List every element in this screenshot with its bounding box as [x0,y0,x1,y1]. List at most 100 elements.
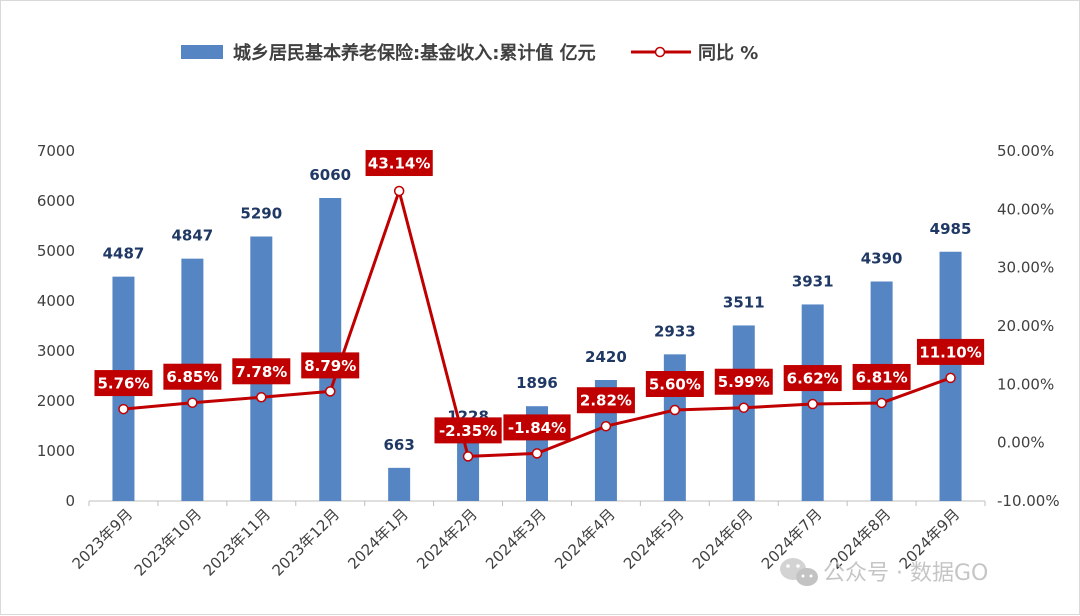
pct-label-text: -1.84% [508,419,566,437]
right-tick-label: 50.00% [997,142,1054,160]
pct-label-box: 11.10% [916,338,985,365]
pct-label-text: 6.81% [856,368,908,386]
legend-bar-swatch [181,45,223,59]
line-point [807,398,818,410]
line-point [462,451,474,462]
pct-label-box: 5.76% [94,370,153,397]
bar [732,325,755,501]
left-tick-label: 3000 [37,342,75,360]
right-tick-label: 0.00% [997,434,1045,452]
pct-label-text: 8.79% [304,357,356,375]
wechat-icon [780,558,818,586]
left-tick-label: 2000 [37,392,75,410]
right-tick-label: 20.00% [997,317,1054,335]
left-tick-label: 4000 [37,292,75,310]
right-tick-label: 10.00% [997,375,1054,393]
right-axis: -10.00% 0.00% 10.00% 20.00% 30.00% 40.00% 50.0… [997,142,1060,510]
bar-value-label: 1896 [516,374,558,392]
legend-bar-label: 城乡居民基本养老保险:基金收入:累计值 亿元 [233,42,596,64]
pct-label-box: 43.14% [365,150,433,177]
line-point [945,372,956,384]
pct-label-bg [714,368,773,395]
bar-value-label: 4390 [861,250,903,268]
x-tick-label: 2024年3月 [482,505,550,573]
bar-value-label: 5290 [240,205,282,223]
line-point [600,420,612,432]
pct-label-bg [916,338,985,365]
bar [870,281,893,501]
line-point [324,386,336,397]
bar-value-label: 4847 [172,227,214,245]
x-tick-label: 2024年4月 [551,505,619,573]
x-tick-label: 2023年12月 [269,505,343,579]
pct-label-text: 5.76% [97,375,149,393]
pct-label-box: 2.82% [576,387,635,414]
x-tick-label: 2024年2月 [413,505,481,573]
bar-value-label: 3931 [792,272,834,290]
right-tick-label: -10.00% [997,492,1060,510]
line-value-labels: 5.76% 6.85% 7.78% 8.79% 43.14% -2.35% -1.84% 2.… [94,150,985,444]
line-point [118,403,129,415]
pct-label-bg [434,417,502,444]
pct-label-bg [503,414,571,441]
pct-label-bg [783,365,842,392]
pct-label-text: 11.10% [919,343,981,361]
line-point [393,185,405,197]
pct-label-box: 5.99% [714,368,773,395]
line-series [118,185,956,462]
bar [457,439,480,501]
pct-label-text: 5.99% [718,373,770,391]
line-point [669,404,681,416]
x-tick-label: 2023年9月 [69,505,137,573]
bar-value-label: 4985 [930,220,972,238]
watermark: 公众号 · 数据GO [780,558,988,586]
pct-label-bg [365,150,433,177]
left-tick-label: 5000 [37,242,75,260]
bar-value-label: 663 [383,436,414,454]
line-point [187,397,198,408]
pct-label-text: 5.60% [649,376,701,394]
pct-label-bg [645,371,704,397]
right-tick-label: 30.00% [997,259,1054,277]
left-axis: 0 1000 2000 3000 4000 5000 6000 7000 [37,142,75,510]
pct-label-box: 6.62% [783,365,842,392]
pct-label-bg [576,387,635,414]
line-point [876,397,887,409]
pct-label-box: 7.78% [232,358,291,385]
left-tick-label: 7000 [37,142,75,160]
line-point [256,392,267,403]
x-tick-label: 2023年11月 [200,505,274,579]
pct-label-bg [301,352,360,379]
pct-label-box: 5.60% [645,371,704,397]
pct-label-text: 7.78% [235,363,287,381]
bar-value-label: 2933 [654,322,696,340]
bar-value-label: 2420 [585,348,627,366]
pct-label-box: -2.35% [434,417,502,444]
pct-label-box: -1.84% [503,414,571,441]
bar-series [112,198,962,501]
bar-value-labels: 4487484752906060663122818962420293335113… [103,166,972,454]
left-tick-label: 1000 [37,442,75,460]
pct-label-box: 6.85% [163,363,222,390]
pct-label-text: -2.35% [439,422,497,440]
bar-value-label: 6060 [309,166,351,184]
pct-label-text: 6.62% [787,370,839,388]
pct-label-bg [232,358,291,385]
pct-label-bg [163,363,222,390]
x-tick-label: 2023年10月 [131,505,205,579]
line-point [738,402,750,413]
bar-value-label: 4487 [103,245,145,263]
legend-line-label: 同比 % [698,43,758,64]
legend: 城乡居民基本养老保险:基金收入:累计值 亿元 同比 % [181,42,758,64]
right-tick-label: 40.00% [997,200,1054,218]
x-tick-label: 2024年6月 [689,505,757,573]
pct-label-text: 2.82% [580,392,632,410]
watermark-text: 公众号 · 数据GO [823,561,988,586]
pct-label-bg [852,363,911,390]
pct-label-box: 8.79% [301,352,360,379]
left-tick-label: 6000 [37,192,75,210]
x-tick-label: 2024年5月 [620,505,688,573]
left-tick-label: 0 [65,492,75,510]
